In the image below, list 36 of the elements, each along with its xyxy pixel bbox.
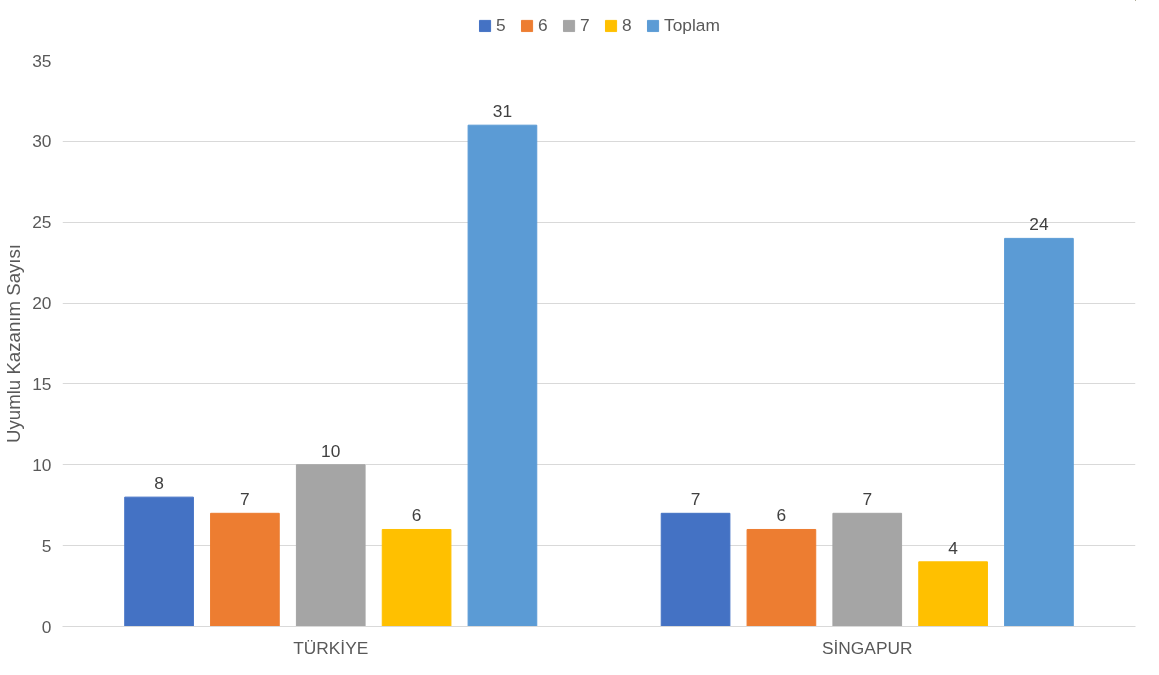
legend-label: 5 — [496, 14, 507, 36]
data-label: 24 — [1029, 214, 1049, 235]
x-tick-label: TÜRKİYE — [293, 637, 369, 658]
y-tick-label: 30 — [32, 131, 52, 152]
data-label: 6 — [776, 505, 787, 526]
bar — [381, 528, 452, 627]
y-tick-label: 15 — [32, 373, 52, 394]
y-tick-label: 0 — [41, 616, 52, 637]
y-tick-label: 10 — [32, 454, 52, 475]
bar — [295, 464, 366, 627]
bar — [832, 512, 903, 627]
data-label: 8 — [154, 473, 164, 494]
data-label: 31 — [492, 101, 513, 122]
x-tick-label: SİNGAPUR — [822, 637, 913, 658]
legend-label: Toplam — [664, 14, 720, 36]
bar — [746, 528, 817, 627]
data-label: 6 — [411, 505, 422, 526]
y-axis-title: Uyumlu Kazanım Sayısı — [3, 243, 25, 444]
bar — [660, 512, 731, 627]
data-label: 7 — [690, 489, 701, 510]
data-label: 4 — [948, 537, 959, 558]
y-tick-label: 25 — [32, 212, 52, 233]
legend-label: 6 — [538, 14, 549, 36]
y-tick-label: 20 — [32, 293, 52, 314]
bar — [918, 561, 988, 627]
y-tick-label: 35 — [32, 50, 52, 71]
y-tick-label: 5 — [41, 535, 52, 556]
data-label: 10 — [321, 440, 341, 461]
data-label: 7 — [240, 489, 250, 510]
data-label: 7 — [862, 489, 873, 510]
bar — [124, 496, 194, 627]
bar — [467, 124, 538, 627]
bar — [1004, 237, 1074, 627]
legend-label: 7 — [580, 14, 591, 36]
bar — [210, 512, 280, 627]
legend-label: 8 — [622, 14, 633, 36]
